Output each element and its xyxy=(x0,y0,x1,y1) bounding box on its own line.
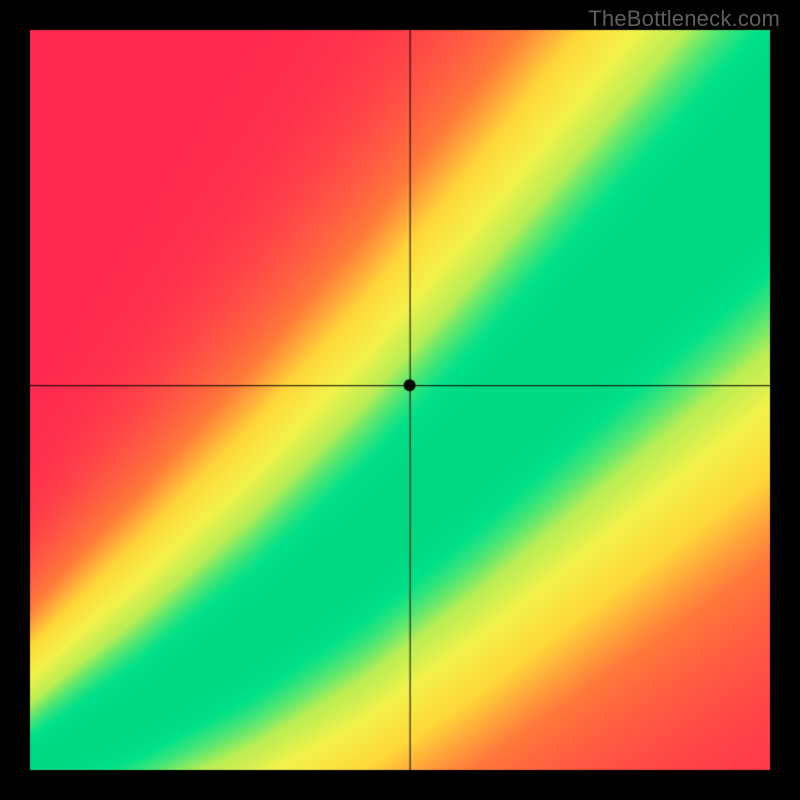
bottleneck-heatmap xyxy=(0,0,800,800)
watermark-text: TheBottleneck.com xyxy=(588,6,780,32)
chart-container: TheBottleneck.com xyxy=(0,0,800,800)
